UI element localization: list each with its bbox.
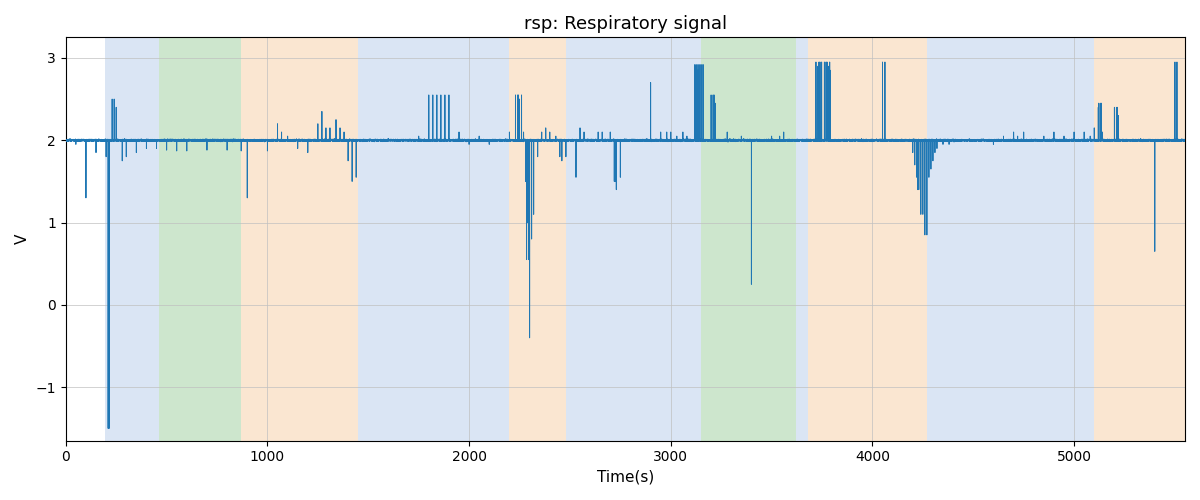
Bar	[241, 38, 358, 440]
Bar	[808, 38, 926, 440]
Bar	[691, 38, 701, 440]
Bar	[926, 38, 1064, 440]
Bar	[106, 38, 158, 440]
Bar	[796, 38, 808, 440]
Bar	[1094, 38, 1186, 440]
Bar	[566, 38, 691, 440]
Bar	[158, 38, 241, 440]
Bar	[701, 38, 796, 440]
Title: rsp: Respiratory signal: rsp: Respiratory signal	[524, 15, 727, 33]
Bar	[358, 38, 510, 440]
Y-axis label: V: V	[16, 234, 30, 244]
Bar	[510, 38, 566, 440]
Bar	[1064, 38, 1094, 440]
X-axis label: Time(s): Time(s)	[596, 470, 654, 485]
